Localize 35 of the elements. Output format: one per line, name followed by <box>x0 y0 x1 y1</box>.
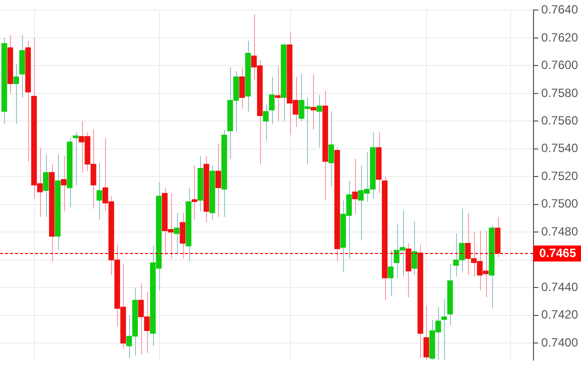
y-tick-label: 0.7400 <box>541 335 578 350</box>
y-tick-label: 0.7520 <box>541 168 578 183</box>
candlestick <box>215 142 222 218</box>
candlestick <box>352 158 358 215</box>
ref-line-label: 0.7465 <box>539 246 576 260</box>
candlestick <box>316 94 322 148</box>
y-tick-label: 0.7600 <box>541 58 578 72</box>
y-tick-label: 0.7640 <box>541 2 578 17</box>
candlestick <box>268 76 275 124</box>
candlestick <box>388 250 394 296</box>
candlestick <box>310 74 316 130</box>
candlestick <box>72 132 78 186</box>
candlestick <box>239 66 245 110</box>
candlestick <box>43 154 49 218</box>
candlestick <box>406 242 412 298</box>
y-tick-label: 0.7540 <box>541 141 578 156</box>
candlestick <box>328 110 334 187</box>
y-tick-label: 0.7440 <box>541 280 578 294</box>
candlestick <box>174 212 180 254</box>
candlestick <box>423 305 430 360</box>
y-tick-label: 0.7480 <box>541 224 578 238</box>
candlestick <box>262 104 269 142</box>
candlestick <box>13 64 19 124</box>
y-tick-label: 0.7500 <box>541 196 578 211</box>
candlestick <box>60 155 67 212</box>
y-tick-label: 0.7420 <box>541 308 578 322</box>
candlestick <box>96 162 102 220</box>
candlestick <box>412 220 418 276</box>
y-tick-label: 0.7560 <box>541 113 578 128</box>
candlestick <box>180 212 186 260</box>
candlestick <box>441 298 447 360</box>
y-tick-label: 0.7580 <box>541 86 578 100</box>
candlestick <box>274 65 281 122</box>
y-tick-label: 0.7620 <box>541 30 578 44</box>
candlestick <box>192 165 198 220</box>
